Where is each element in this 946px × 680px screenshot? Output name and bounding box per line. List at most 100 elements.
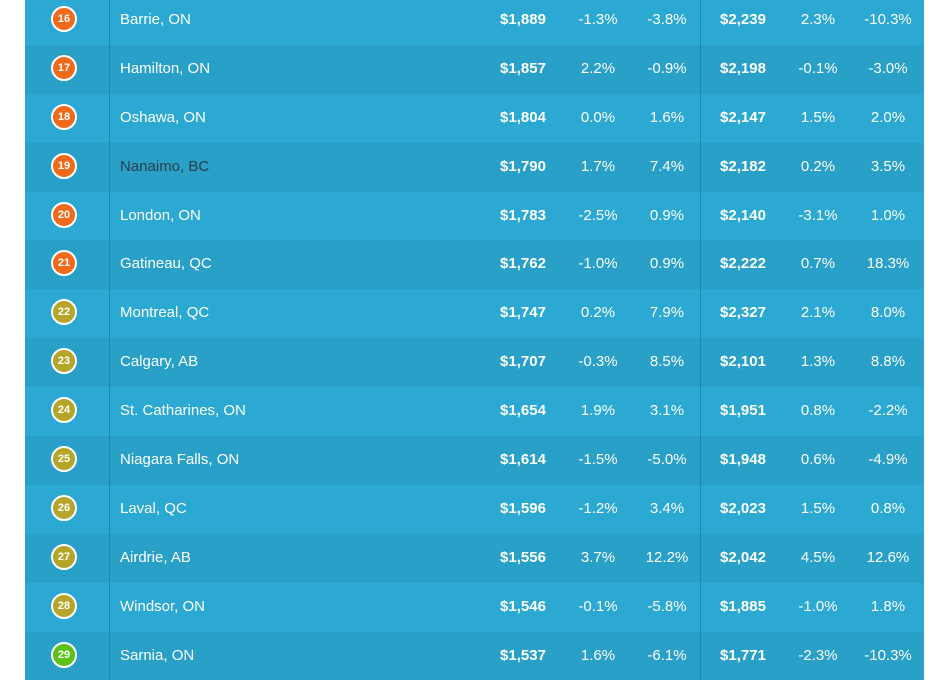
column-divider [109, 338, 110, 388]
city-name: Sarnia, ON [120, 646, 195, 664]
table-row[interactable]: 26 Laval, QC $1,596 -1.2% 3.4% $2,023 1.5% 0.8% [25, 484, 924, 534]
one-bed-yearly-change: 12.2% [645, 548, 689, 566]
two-bed-yearly-change: 3.5% [870, 157, 906, 175]
column-divider [109, 191, 110, 241]
table-row[interactable]: 22 Montreal, QC $1,747 0.2% 7.9% $2,327 2.1% 8.… [25, 289, 924, 339]
two-bed-yearly-change: 0.8% [870, 499, 906, 517]
rank-badge: 18 [51, 103, 77, 130]
one-bed-monthly-change: 1.9% [580, 402, 616, 420]
two-bed-yearly-change: -10.3% [864, 11, 912, 28]
one-bed-yearly-change: -0.9% [647, 59, 687, 77]
two-bed-price: $1,771 [720, 646, 766, 664]
table-row[interactable]: 21 Gatineau, QC $1,762 -1.0% 0.9% $2,222 0.7% 1… [25, 240, 924, 290]
column-divider [109, 289, 110, 339]
one-bed-monthly-change: 1.7% [580, 157, 616, 175]
rank-badge: 20 [51, 201, 77, 228]
two-bed-monthly-change: 2.1% [800, 304, 836, 322]
one-bed-monthly-change: -1.3% [578, 11, 618, 28]
rank-badge: 25 [51, 446, 77, 473]
one-bed-price: $1,762 [500, 255, 546, 273]
rank-badge: 28 [51, 592, 77, 619]
rank-badge: 23 [51, 348, 77, 375]
table-row[interactable]: 17 Hamilton, ON $1,857 2.2% -0.9% $2,198 -0.1%… [25, 44, 924, 94]
one-bed-monthly-change: -0.1% [578, 597, 618, 615]
city-name: London, ON [120, 206, 201, 224]
column-divider [700, 436, 701, 485]
two-bed-yearly-change: 18.3% [866, 255, 910, 273]
two-bed-price: $2,239 [720, 11, 766, 28]
one-bed-price: $1,790 [500, 157, 546, 175]
column-divider [109, 631, 110, 680]
table-row[interactable]: 19 Nanaimo, BC $1,790 1.7% 7.4% $2,182 0.2% 3.5… [25, 142, 924, 192]
one-bed-price: $1,596 [500, 499, 546, 517]
table-row[interactable]: 25 Niagara Falls, ON $1,614 -1.5% -5.0% $1,94… [25, 436, 924, 485]
one-bed-monthly-change: -2.5% [578, 206, 618, 224]
one-bed-monthly-change: 0.0% [580, 108, 616, 126]
one-bed-monthly-change: 0.2% [580, 304, 616, 322]
city-name: Gatineau, QC [120, 255, 212, 273]
table-row[interactable]: 29 Sarnia, ON $1,537 1.6% -6.1% $1,771 -2.3% -1… [25, 631, 924, 680]
one-bed-price: $1,707 [500, 353, 546, 371]
table-row[interactable]: 20 London, ON $1,783 -2.5% 0.9% $2,140 -3.1% 1.… [25, 191, 924, 241]
city-name: Laval, QC [120, 499, 187, 517]
one-bed-monthly-change: 3.7% [580, 548, 616, 566]
two-bed-price: $2,101 [720, 353, 766, 371]
two-bed-monthly-change: -0.1% [798, 59, 838, 77]
two-bed-price: $1,885 [720, 597, 766, 615]
two-bed-monthly-change: 0.8% [800, 402, 836, 420]
table-row[interactable]: 28 Windsor, ON $1,546 -0.1% -5.8% $1,885 -1.0%… [25, 582, 924, 632]
one-bed-monthly-change: -0.3% [578, 353, 618, 371]
rank-badge: 22 [51, 299, 77, 326]
two-bed-monthly-change: 0.7% [800, 255, 836, 273]
column-divider [109, 436, 110, 485]
one-bed-monthly-change: -1.2% [578, 499, 618, 517]
column-divider [109, 387, 110, 437]
two-bed-price: $2,198 [720, 59, 766, 77]
two-bed-price: $2,140 [720, 206, 766, 224]
table-row[interactable]: 16 Barrie, ON $1,889 -1.3% -3.8% $2,239 2.3% -1… [25, 0, 924, 45]
column-divider [700, 44, 701, 94]
city-name: Airdrie, AB [120, 548, 191, 566]
column-divider [109, 533, 110, 583]
two-bed-yearly-change: 2.0% [870, 108, 906, 126]
one-bed-price: $1,556 [500, 548, 546, 566]
one-bed-yearly-change: 0.9% [649, 206, 685, 224]
one-bed-yearly-change: 7.4% [649, 157, 685, 175]
column-divider [700, 240, 701, 290]
city-name: St. Catharines, ON [120, 402, 246, 420]
two-bed-price: $2,042 [720, 548, 766, 566]
column-divider [700, 338, 701, 388]
one-bed-yearly-change: 3.4% [649, 499, 685, 517]
two-bed-yearly-change: 1.0% [870, 206, 906, 224]
two-bed-monthly-change: -1.0% [798, 597, 838, 615]
column-divider [700, 289, 701, 339]
column-divider [109, 0, 110, 45]
two-bed-yearly-change: -10.3% [864, 646, 912, 664]
rank-badge: 29 [51, 641, 77, 668]
city-name: Montreal, QC [120, 304, 210, 322]
two-bed-yearly-change: 8.8% [870, 353, 906, 371]
one-bed-yearly-change: 1.6% [649, 108, 685, 126]
one-bed-price: $1,857 [500, 59, 546, 77]
two-bed-monthly-change: -3.1% [798, 206, 838, 224]
column-divider [109, 240, 110, 290]
two-bed-monthly-change: 1.5% [800, 108, 836, 126]
column-divider [700, 484, 701, 534]
two-bed-monthly-change: 4.5% [800, 548, 836, 566]
table-row[interactable]: 27 Airdrie, AB $1,556 3.7% 12.2% $2,042 4.5% 12… [25, 533, 924, 583]
table-row[interactable]: 18 Oshawa, ON $1,804 0.0% 1.6% $2,147 1.5% 2.0% [25, 93, 924, 143]
table-row[interactable]: 24 St. Catharines, ON $1,654 1.9% 3.1% $1,951… [25, 387, 924, 437]
column-divider [109, 93, 110, 143]
one-bed-price: $1,804 [500, 108, 546, 126]
table-row[interactable]: 23 Calgary, AB $1,707 -0.3% 8.5% $2,101 1.3% 8.… [25, 338, 924, 388]
one-bed-monthly-change: -1.5% [578, 451, 618, 469]
one-bed-monthly-change: 1.6% [580, 646, 616, 664]
two-bed-price: $1,951 [720, 402, 766, 420]
two-bed-price: $2,182 [720, 157, 766, 175]
column-divider [700, 142, 701, 192]
two-bed-monthly-change: 2.3% [800, 11, 836, 28]
column-divider [109, 142, 110, 192]
rank-badge: 19 [51, 152, 77, 179]
one-bed-price: $1,889 [500, 11, 546, 28]
column-divider [700, 191, 701, 241]
